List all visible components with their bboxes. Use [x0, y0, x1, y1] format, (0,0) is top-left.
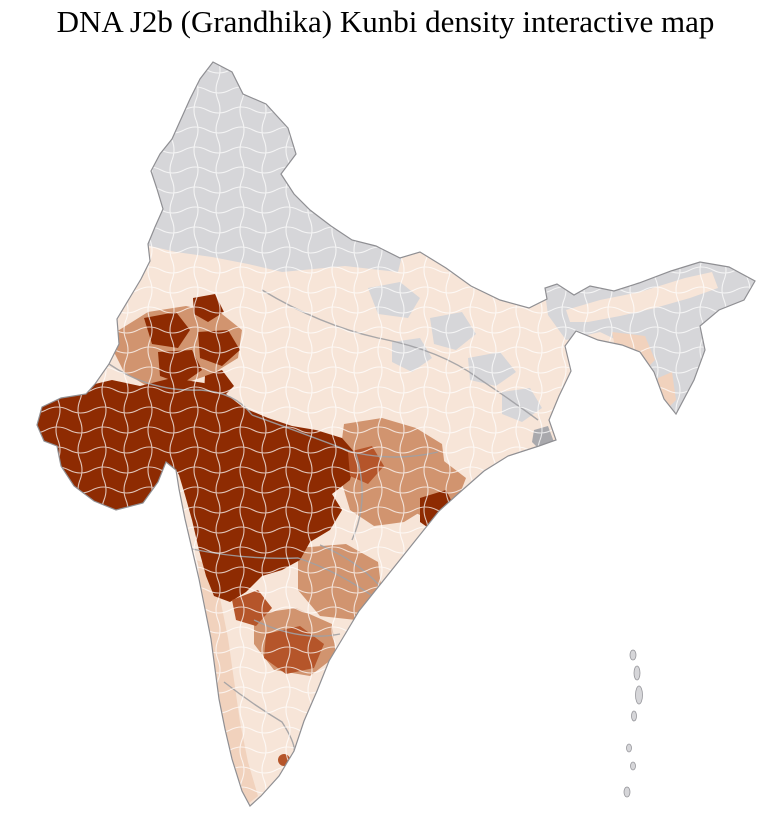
island[interactable] — [630, 761, 636, 771]
island[interactable] — [633, 665, 641, 681]
district-borders-mesh — [37, 62, 755, 806]
page-title: DNA J2b (Grandhika) Kunbi density intera… — [56, 4, 715, 39]
island[interactable] — [631, 710, 637, 722]
island[interactable] — [635, 685, 643, 705]
island[interactable] — [626, 743, 632, 753]
islands-andaman-nicobar[interactable] — [623, 649, 643, 798]
island[interactable] — [623, 786, 631, 798]
india-outline — [36, 61, 756, 807]
island[interactable] — [629, 649, 637, 661]
